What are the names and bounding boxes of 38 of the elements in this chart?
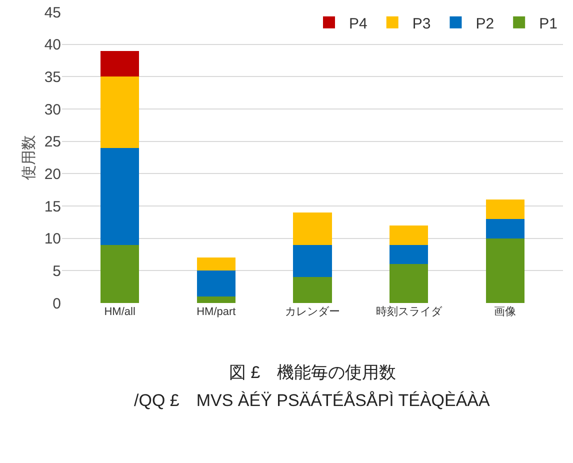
- y-tick-label: 5: [52, 262, 61, 280]
- x-tick-label: 画像: [494, 306, 516, 318]
- y-tick-label: 40: [44, 36, 61, 54]
- x-tick-label: HM/all: [104, 306, 136, 318]
- bar: [390, 225, 428, 245]
- legend-label: P2: [476, 15, 494, 32]
- bar: [390, 244, 428, 264]
- bar: [293, 277, 332, 303]
- bar: [100, 244, 140, 303]
- y-tick-label: 0: [52, 295, 61, 312]
- bar: [486, 200, 524, 219]
- x-tick-label: カレンダー: [285, 306, 340, 318]
- legend-label: P1: [539, 15, 558, 32]
- bar: [196, 270, 236, 297]
- y-tick-label: 15: [44, 198, 61, 216]
- bar: [293, 244, 332, 278]
- y-tick-label: 25: [44, 134, 61, 151]
- bar: [100, 148, 140, 245]
- legend-label: P4: [349, 15, 368, 32]
- bar: [100, 76, 140, 148]
- y-tick-label: 10: [44, 230, 61, 248]
- bar: [486, 238, 524, 303]
- y-axis-title: 使用数: [20, 135, 38, 180]
- x-tick-label: 時刻スライダ: [376, 305, 443, 318]
- text: 図 £ 機能毎の使用数: [229, 363, 396, 382]
- bar: [293, 212, 332, 245]
- x-tick-label: HM/part: [196, 306, 236, 318]
- bar: [196, 258, 236, 271]
- y-tick-label: 20: [44, 166, 61, 183]
- bar: [486, 218, 524, 238]
- bar: [390, 264, 428, 303]
- y-tick-label: 45: [44, 4, 61, 22]
- y-tick-label: 35: [44, 68, 61, 86]
- y-tick-label: 30: [44, 101, 61, 118]
- text: /QQ £ MVS ÀÉŸ PSÄÁTÉÅSÅPÌ TÉÀQÈÁÀÀ: [134, 391, 491, 410]
- bar: [100, 50, 140, 77]
- legend-label: P3: [412, 15, 431, 32]
- bar: [196, 296, 236, 303]
